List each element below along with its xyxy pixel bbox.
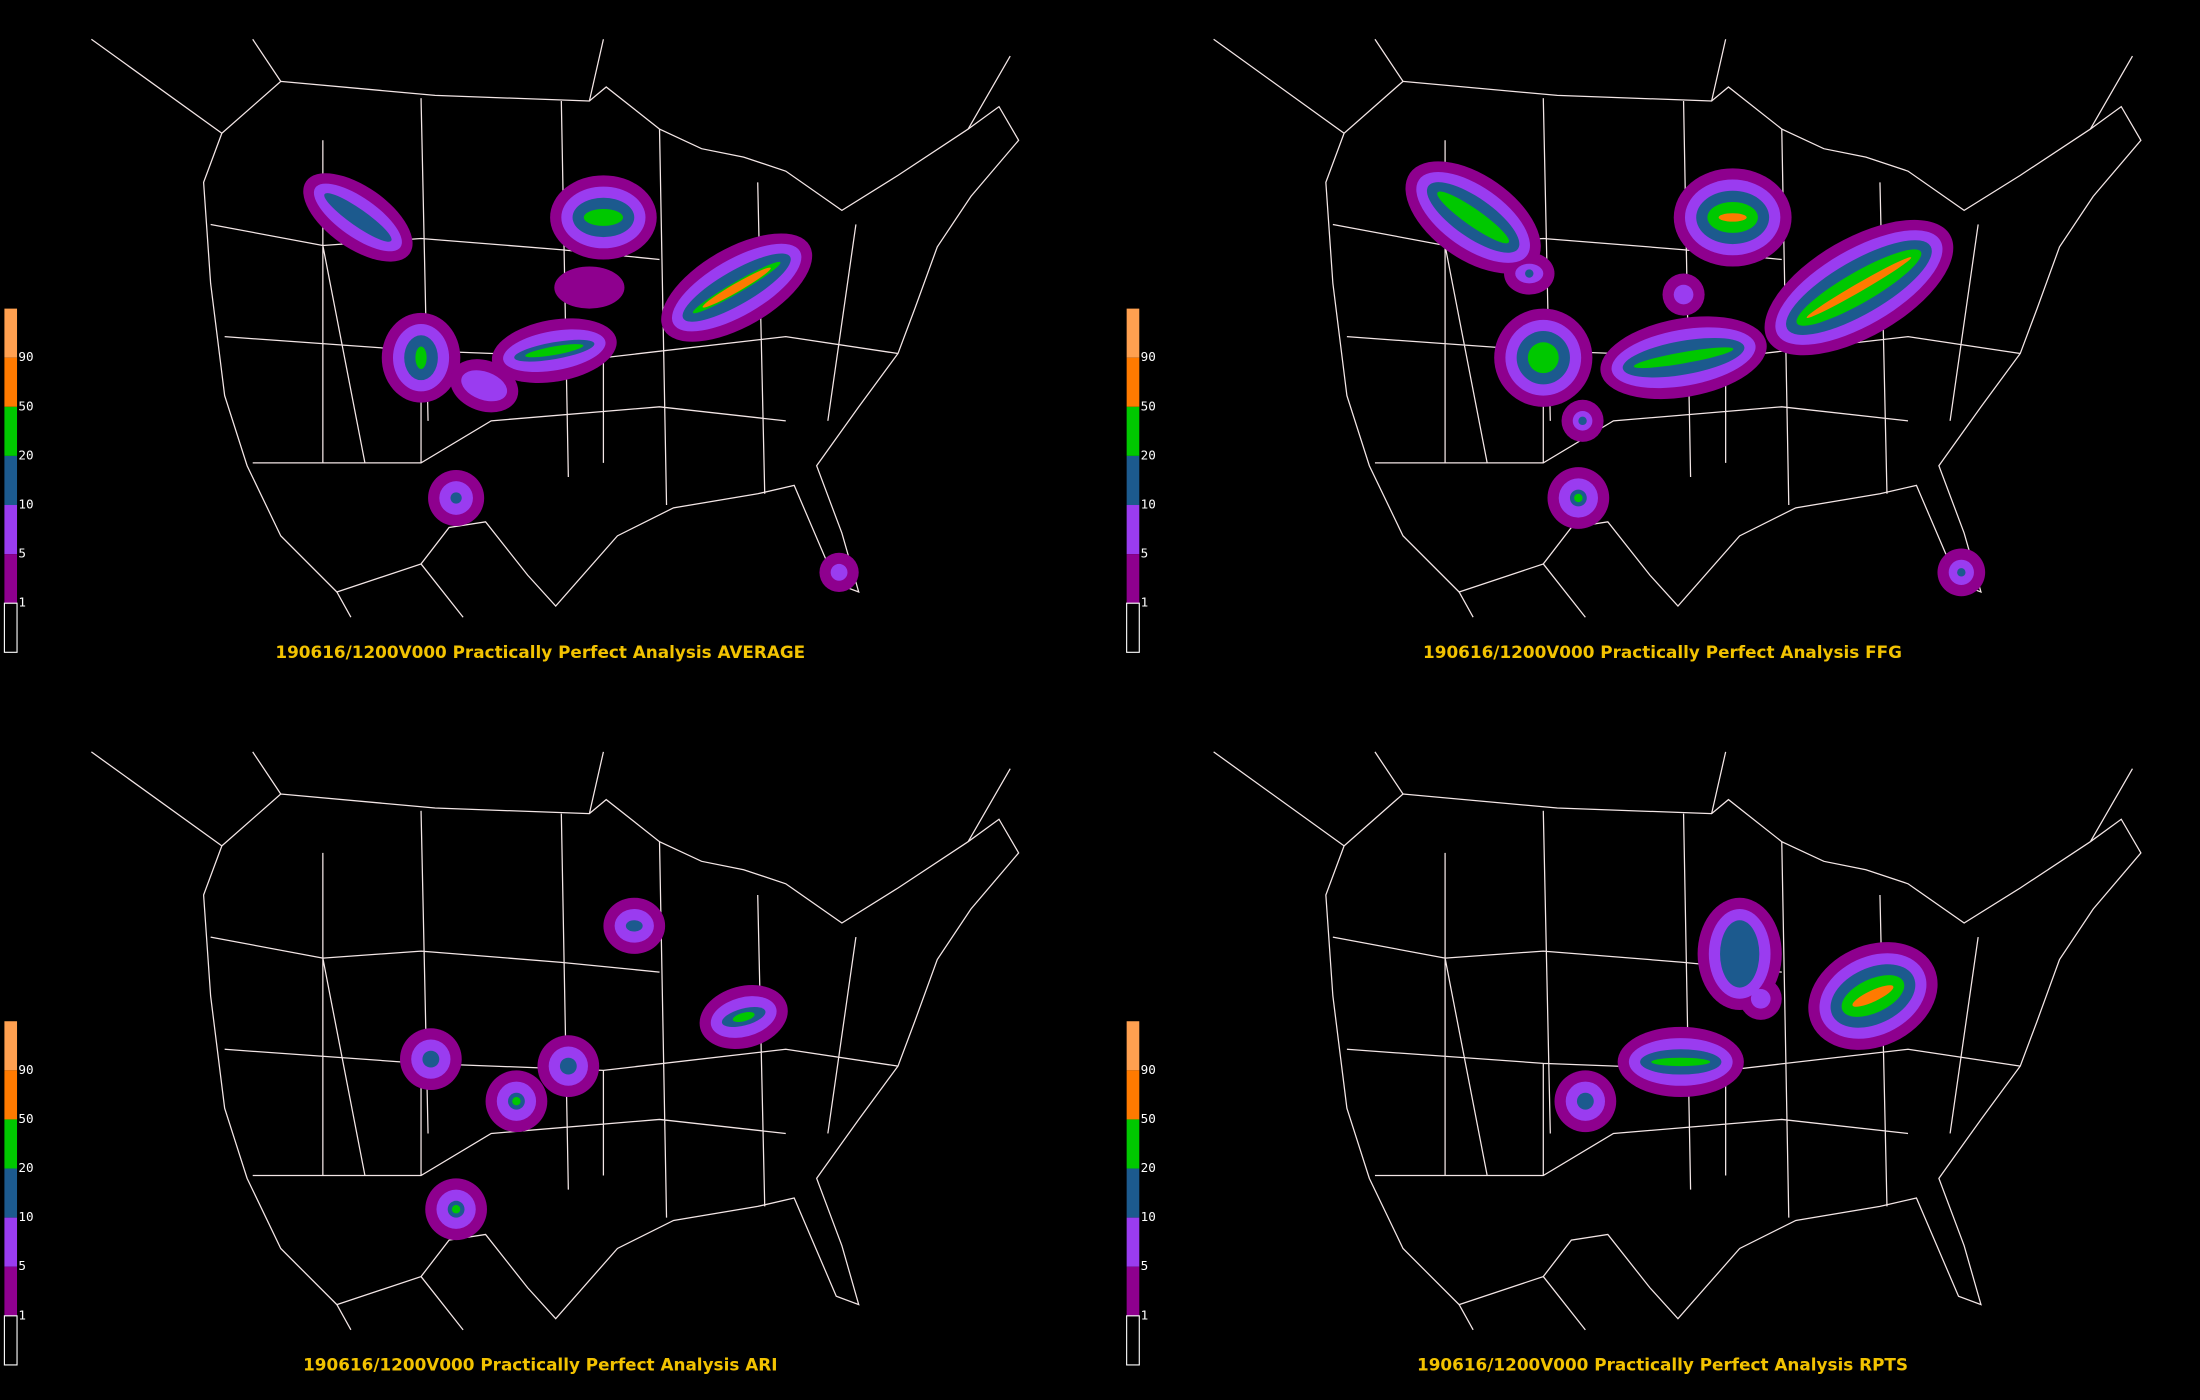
colorbar-segment xyxy=(1126,1315,1140,1366)
colorbar-label: 1 xyxy=(18,1307,26,1322)
panel-title: 190616/1200V000 Practically Perfect Anal… xyxy=(303,1355,777,1375)
probability-area xyxy=(1527,342,1559,374)
colorbar-label: 20 xyxy=(18,447,33,462)
colorbar-segment xyxy=(1126,1217,1140,1267)
probability-area xyxy=(1578,416,1587,426)
colorbar-label: 90 xyxy=(18,349,33,364)
colorbar-segment xyxy=(1126,308,1140,358)
colorbar-segment xyxy=(1126,357,1140,407)
probability-area xyxy=(1750,988,1771,1009)
colorbar-segment xyxy=(1126,1070,1140,1120)
probability-area xyxy=(450,492,462,504)
colorbar-segment xyxy=(4,406,18,456)
probability-area xyxy=(1525,269,1534,278)
colorbar-segment xyxy=(4,1168,18,1218)
colorbar-segment xyxy=(1126,554,1140,604)
probability-area xyxy=(525,344,584,358)
colorbar-label: 5 xyxy=(18,546,26,561)
probability-area xyxy=(732,1012,755,1023)
colorbar-label: 20 xyxy=(18,1160,33,1175)
colorbar-label: 20 xyxy=(1141,447,1156,462)
probability-area xyxy=(1574,493,1583,503)
colorbar-segment xyxy=(4,1070,18,1120)
colorbar-label: 10 xyxy=(18,497,33,512)
colorbar-segment xyxy=(4,455,18,506)
colorbar-label: 10 xyxy=(1141,497,1156,512)
panel-title: 190616/1200V000 Practically Perfect Anal… xyxy=(1423,642,1902,662)
colorbar-segment xyxy=(1126,505,1140,555)
colorbar-segment xyxy=(4,308,18,358)
colorbar-segment xyxy=(3,1315,18,1366)
probability-area xyxy=(1633,347,1734,369)
colorbar-label: 50 xyxy=(1141,398,1156,413)
colorbar-segment xyxy=(3,602,18,653)
colorbar-segment xyxy=(1126,406,1140,456)
colorbar-segment xyxy=(4,554,18,604)
colorbar-label: 5 xyxy=(1141,1258,1149,1273)
probability-area xyxy=(1576,1092,1594,1110)
probability-area xyxy=(554,266,625,309)
probability-area xyxy=(451,1205,461,1214)
probability-area xyxy=(1720,920,1760,988)
colorbar-segment xyxy=(4,1119,18,1169)
probability-area xyxy=(702,267,771,308)
colorbar-segment xyxy=(4,1217,18,1267)
probability-area xyxy=(415,346,427,369)
colorbar-label: 10 xyxy=(18,1209,33,1224)
colorbar-label: 1 xyxy=(18,595,26,610)
probability-area xyxy=(583,209,624,226)
probability-area xyxy=(1673,284,1694,305)
colorbar-segment xyxy=(4,1266,18,1316)
probability-area xyxy=(559,1057,577,1075)
probability-area xyxy=(1852,985,1894,1007)
colorbar-label: 5 xyxy=(1141,546,1149,561)
probability-area xyxy=(1957,568,1966,577)
colorbar-label: 90 xyxy=(18,1062,33,1077)
colorbar-label: 50 xyxy=(18,1111,33,1126)
probability-area xyxy=(512,1096,521,1106)
colorbar-label: 5 xyxy=(18,1258,26,1273)
colorbar-segment xyxy=(1126,1119,1140,1169)
panel-title: 190616/1200V000 Practically Perfect Anal… xyxy=(275,642,805,662)
colorbar-label: 10 xyxy=(1141,1209,1156,1224)
colorbar-label: 20 xyxy=(1141,1160,1156,1175)
probability-area xyxy=(625,920,643,932)
colorbar-label: 90 xyxy=(1141,349,1156,364)
colorbar-segment xyxy=(4,357,18,407)
probability-area xyxy=(1651,1057,1711,1067)
colorbar-segment xyxy=(4,505,18,555)
probability-area xyxy=(1437,191,1510,244)
colorbar-label: 50 xyxy=(18,398,33,413)
colorbar-label: 90 xyxy=(1141,1062,1156,1077)
probability-area xyxy=(324,193,392,242)
probability-area xyxy=(1806,257,1912,318)
colorbar-label: 50 xyxy=(1141,1111,1156,1126)
colorbar-segment xyxy=(4,1021,18,1071)
colorbar-label: 1 xyxy=(1141,595,1149,610)
probability-area xyxy=(461,370,508,402)
panel-title: 190616/1200V000 Practically Perfect Anal… xyxy=(1417,1355,1908,1375)
colorbar-segment xyxy=(1126,1266,1140,1316)
probability-area xyxy=(422,1050,440,1068)
colorbar-segment xyxy=(1126,1021,1140,1071)
colorbar-segment xyxy=(1126,455,1140,506)
probability-area xyxy=(1718,213,1747,222)
probability-area xyxy=(830,563,848,581)
colorbar-segment xyxy=(1126,602,1140,653)
colorbar-label: 1 xyxy=(1141,1307,1149,1322)
colorbar-segment xyxy=(1126,1168,1140,1218)
